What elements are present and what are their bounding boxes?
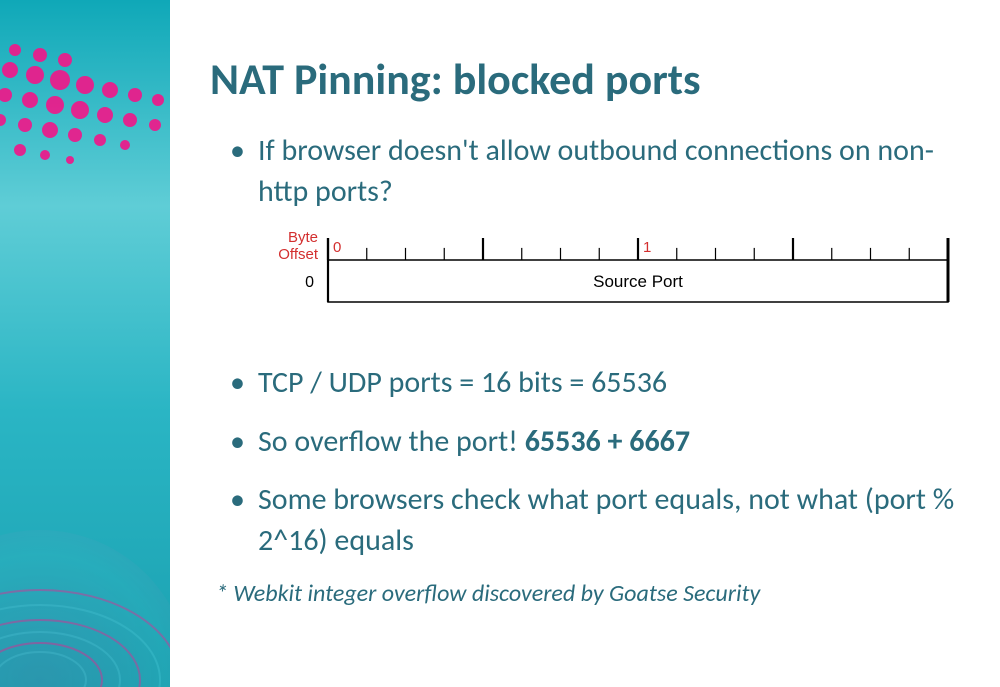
bullet-item: So overflow the port! 65536 + 6667 bbox=[230, 422, 970, 463]
bullet-text: TCP / UDP ports = 16 bits = 65536 bbox=[258, 364, 667, 401]
sidebar-pattern bbox=[0, 0, 170, 687]
svg-text:Source Port: Source Port bbox=[593, 272, 683, 291]
svg-text:0: 0 bbox=[333, 239, 341, 256]
svg-text:Byte: Byte bbox=[288, 230, 318, 246]
bullet-item: TCP / UDP ports = 16 bits = 65536 bbox=[230, 363, 970, 404]
bullet-text-bold: 65536 + 6667 bbox=[525, 423, 690, 460]
byte-ruler-diagram: ByteOffset 0 0 1 Source Port bbox=[268, 230, 948, 335]
ruler-svg: ByteOffset 0 0 1 Source Port bbox=[268, 230, 968, 330]
svg-text:1: 1 bbox=[643, 239, 651, 256]
bullet-text: If browser doesn't allow outbound connec… bbox=[258, 132, 934, 210]
svg-text:0: 0 bbox=[305, 274, 314, 291]
slide-content: NAT Pinning: blocked ports If browser do… bbox=[170, 0, 1000, 687]
bullet-list-2: TCP / UDP ports = 16 bits = 65536 So ove… bbox=[210, 363, 970, 561]
bullet-text-prefix: So overflow the port! bbox=[258, 423, 525, 460]
decorative-sidebar bbox=[0, 0, 170, 687]
bullet-text: Some browsers check what port equals, no… bbox=[258, 481, 954, 559]
svg-text:Offset: Offset bbox=[278, 246, 319, 263]
bullet-item: Some browsers check what port equals, no… bbox=[230, 480, 970, 561]
bullet-item: If browser doesn't allow outbound connec… bbox=[230, 131, 970, 212]
slide-title: NAT Pinning: blocked ports bbox=[210, 55, 970, 103]
footnote: * Webkit integer overflow discovered by … bbox=[210, 579, 970, 608]
bullet-list: If browser doesn't allow outbound connec… bbox=[210, 131, 970, 212]
